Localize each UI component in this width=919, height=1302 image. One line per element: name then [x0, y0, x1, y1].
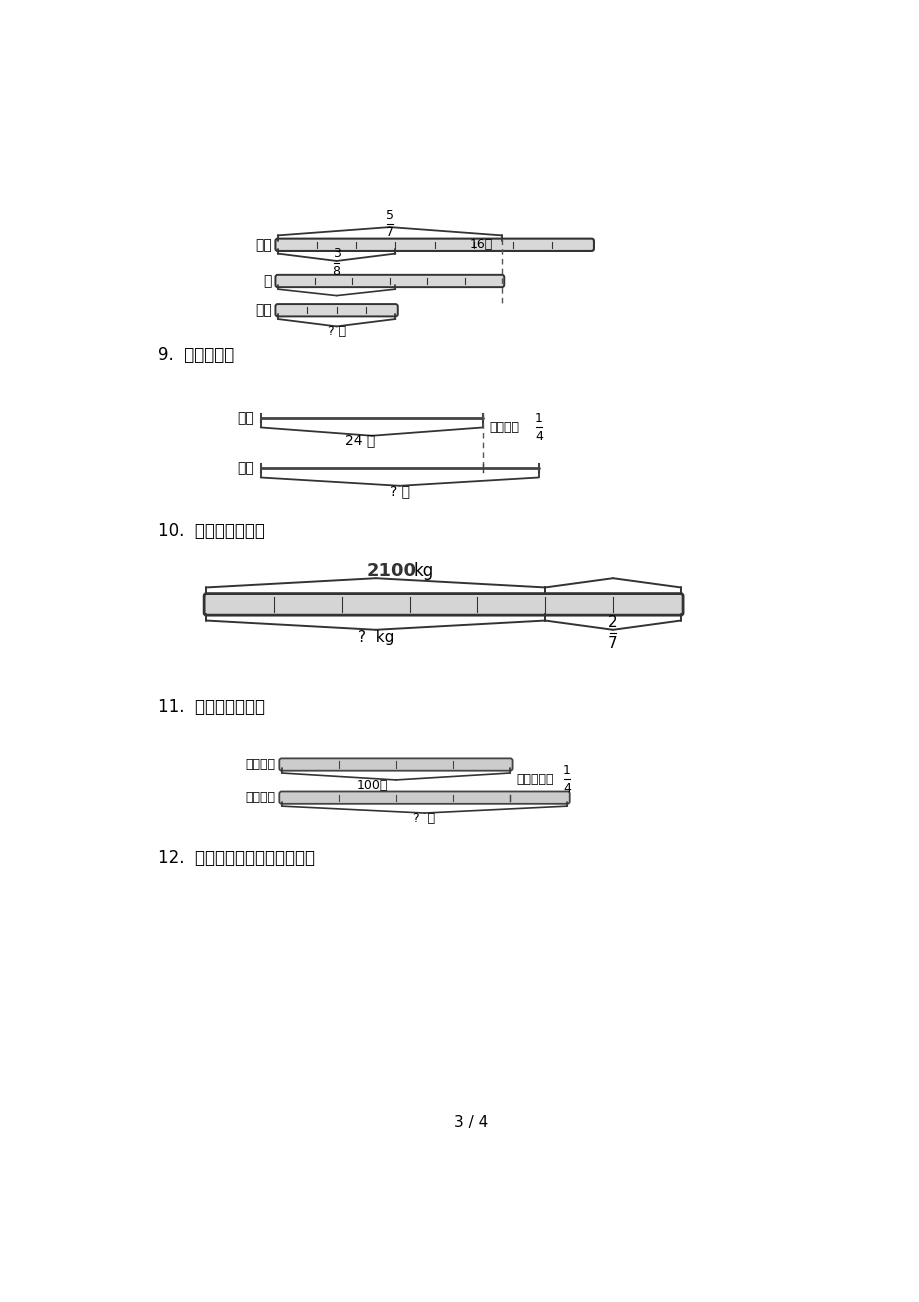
FancyBboxPatch shape [279, 792, 569, 803]
Text: 3: 3 [333, 247, 340, 260]
Text: 猿子: 猿子 [237, 461, 255, 475]
Text: 梨: 梨 [263, 273, 271, 288]
Text: ? 只: ? 只 [390, 484, 409, 499]
Text: 故事书：: 故事书： [245, 758, 275, 771]
Text: 比兔子多: 比兔子多 [489, 421, 518, 434]
Text: 兔子: 兔子 [237, 411, 255, 424]
FancyBboxPatch shape [275, 238, 594, 251]
Text: 比故事书多: 比故事书多 [516, 772, 553, 785]
Text: 4: 4 [562, 781, 570, 794]
Text: ?  本: ? 本 [413, 812, 435, 825]
Text: 科技书：: 科技书： [245, 792, 275, 805]
Text: 4: 4 [535, 430, 542, 443]
Text: 7: 7 [385, 227, 393, 240]
Text: 100本: 100本 [357, 779, 388, 792]
Text: 苹果: 苹果 [255, 238, 271, 251]
Text: 12.  看图列式计算，不写答句。: 12. 看图列式计算，不写答句。 [157, 849, 314, 867]
Text: 桃子: 桃子 [255, 303, 271, 318]
Text: 2: 2 [607, 615, 618, 630]
Text: 2100: 2100 [366, 562, 416, 581]
Text: 16吨: 16吨 [470, 238, 493, 251]
Text: 3 / 4: 3 / 4 [454, 1115, 488, 1130]
Text: ?  kg: ? kg [357, 630, 393, 644]
Text: 7: 7 [607, 635, 618, 651]
FancyBboxPatch shape [275, 305, 397, 316]
Text: 9.  列式计算。: 9. 列式计算。 [157, 346, 233, 363]
Text: 24 只: 24 只 [345, 434, 375, 448]
Text: 8: 8 [333, 264, 340, 277]
FancyBboxPatch shape [204, 594, 682, 615]
FancyBboxPatch shape [279, 758, 512, 771]
Text: 11.  看图列式计算。: 11. 看图列式计算。 [157, 698, 265, 716]
FancyBboxPatch shape [275, 275, 504, 288]
Text: 5: 5 [385, 208, 393, 221]
Text: kg: kg [414, 562, 434, 581]
Text: ? 吨: ? 吨 [327, 324, 346, 337]
Text: 1: 1 [535, 411, 542, 424]
Text: 1: 1 [562, 764, 570, 777]
Text: 10.  看图列式计算。: 10. 看图列式计算。 [157, 522, 265, 540]
